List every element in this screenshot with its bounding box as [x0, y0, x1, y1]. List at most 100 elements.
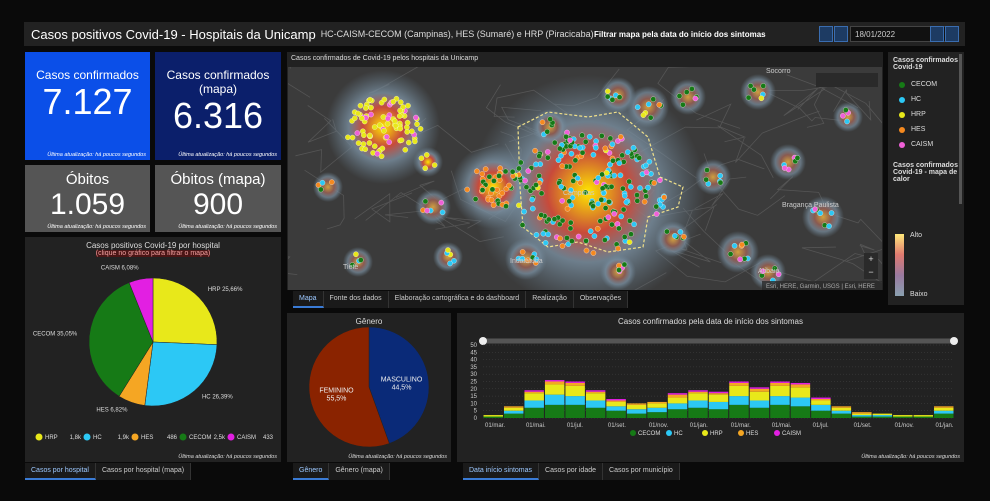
bar-segment	[606, 401, 626, 407]
case-point	[582, 189, 589, 196]
case-point	[595, 201, 601, 207]
zoom-in[interactable]: +	[868, 254, 873, 264]
bar-segment	[606, 410, 626, 418]
case-point	[840, 113, 846, 119]
clock-button[interactable]	[945, 26, 959, 42]
slice-label: HRP 25,66%	[208, 287, 243, 293]
case-point	[680, 101, 686, 108]
tab[interactable]: Realização	[526, 291, 574, 308]
case-point	[602, 145, 608, 152]
case-point	[383, 134, 390, 140]
case-point	[626, 178, 632, 185]
case-point	[451, 258, 457, 264]
bar-segment	[647, 403, 667, 408]
tab[interactable]: Mapa	[293, 291, 324, 308]
case-point	[557, 145, 563, 152]
case-point	[397, 107, 403, 114]
clock-button[interactable]	[834, 26, 848, 42]
tab[interactable]: Casos por município	[603, 463, 680, 480]
case-point	[760, 268, 766, 274]
pie-slice[interactable]	[152, 277, 218, 345]
case-point	[617, 172, 624, 179]
tabs: Casos por hospital Casos por hospital (ma…	[25, 463, 192, 480]
case-point	[643, 169, 650, 176]
bar-segment	[852, 415, 872, 417]
calendar-button[interactable]	[930, 26, 944, 42]
indicator-label: Casos confirmados	[36, 68, 139, 82]
case-point	[672, 233, 678, 239]
pie-slice[interactable]	[144, 341, 218, 407]
pie-slice[interactable]	[368, 326, 430, 444]
panel-subtitle: (clique no gráfico para filtrar o mapa)	[25, 250, 281, 257]
legend-swatch	[179, 433, 187, 441]
tab[interactable]: Gênero	[293, 463, 330, 480]
case-point	[586, 133, 593, 140]
legend-swatch	[227, 433, 235, 441]
case-point	[417, 126, 424, 132]
heat-low: Baixo	[910, 291, 928, 298]
bar-segment	[729, 385, 749, 397]
tab[interactable]: Casos por hospital (mapa)	[95, 463, 192, 480]
tab[interactable]: Fonte dos dados	[323, 291, 389, 308]
case-point	[545, 231, 551, 238]
calendar-button[interactable]	[819, 26, 833, 42]
case-point	[355, 110, 361, 117]
indicator-value: 6.316	[172, 95, 264, 136]
case-point	[544, 128, 550, 135]
heat-blob	[471, 75, 705, 290]
slice-value: 25,66%	[222, 287, 243, 293]
case-point	[532, 147, 538, 154]
legend-label: CECOM	[638, 431, 660, 437]
case-point	[628, 231, 634, 237]
case-point	[482, 166, 489, 172]
x-tick-label: 01/set.	[608, 423, 626, 429]
bar-segment	[852, 416, 872, 418]
heat-blob	[627, 86, 669, 128]
map-toolbar[interactable]	[816, 73, 878, 87]
tab[interactable]: Gênero (mapa)	[329, 463, 390, 480]
tab[interactable]: Data início sintomas	[463, 463, 540, 480]
legend-value: 433	[263, 435, 274, 441]
case-point	[661, 194, 667, 201]
x-tick-label: 01/set.	[854, 423, 872, 429]
x-tick-label: 01/nov.	[649, 423, 669, 429]
case-point	[579, 132, 585, 139]
y-tick-label: 40	[470, 358, 477, 364]
zoom-out[interactable]: −	[868, 267, 873, 277]
pie-slice[interactable]	[128, 277, 154, 343]
legend-value: 2,5k	[214, 435, 226, 441]
slider-handle[interactable]	[479, 337, 487, 345]
x-tick-label: 01/mar.	[731, 423, 751, 429]
slider-handle[interactable]	[950, 337, 958, 345]
tab[interactable]: Observações	[573, 291, 629, 308]
road	[354, 192, 413, 223]
scrollbar[interactable]	[959, 54, 962, 204]
tab[interactable]: Elaboração cartográfica e do dashboard	[388, 291, 527, 308]
case-point	[519, 249, 526, 255]
y-tick-label: 45	[470, 350, 477, 356]
place-label: Bragança Paulista	[782, 202, 839, 209]
tab[interactable]: Casos por hospital	[25, 463, 96, 480]
tab[interactable]: Casos por idade	[539, 463, 604, 480]
case-point	[439, 209, 446, 216]
indicator-label: Óbitos	[65, 171, 110, 188]
case-point	[616, 225, 622, 232]
title: Casos positivos Covid-19 - Hospitais da …	[31, 26, 316, 42]
case-point	[717, 179, 724, 186]
case-point	[653, 211, 660, 217]
subtitle: HC-CAISM-CECOM (Campinas), HES (Sumaré) …	[320, 29, 594, 39]
case-point	[519, 255, 526, 262]
heat-blob	[833, 102, 863, 132]
legend-swatch	[899, 141, 905, 148]
bar-segment	[565, 381, 585, 383]
case-point	[751, 86, 757, 93]
pie-slice[interactable]	[88, 282, 154, 397]
case-point	[559, 243, 566, 249]
case-point	[366, 140, 373, 146]
bar-segment	[626, 404, 647, 410]
case-point	[464, 186, 470, 193]
case-point	[474, 168, 480, 175]
zoom-controls[interactable]	[864, 253, 878, 279]
pie-slice[interactable]	[308, 326, 390, 448]
